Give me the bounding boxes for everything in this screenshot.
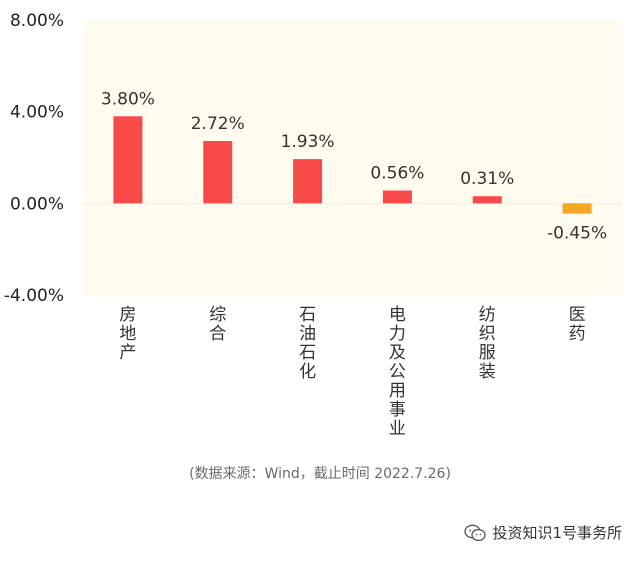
category-label: 石油石化 — [299, 305, 316, 382]
data-labels: 3.80% 2.72% 1.93% 0.56% 0.31% -0.45% — [101, 89, 607, 243]
data-label: 0.31% — [460, 169, 514, 189]
bars — [113, 116, 592, 214]
bar — [113, 116, 143, 204]
data-label: 2.72% — [191, 114, 245, 134]
source-note: (数据来源：Wind，截止时间 2022.7.26) — [189, 466, 451, 482]
bar — [472, 196, 502, 204]
y-tick-label: 0.00% — [10, 194, 64, 214]
y-tick-label: 4.00% — [10, 103, 64, 123]
plot-background — [83, 20, 622, 295]
watermark-text: 投资知识1号事务所 — [492, 524, 622, 542]
bar — [293, 159, 323, 204]
category-label: 电力及公用事业 — [389, 305, 406, 439]
wechat-icon — [464, 524, 487, 541]
category-label: 综合 — [209, 305, 226, 344]
bar — [382, 190, 412, 204]
data-label: 1.93% — [281, 132, 335, 152]
data-label: -0.45% — [547, 224, 607, 244]
data-label: 0.56% — [370, 164, 424, 184]
category-label: 纺织服装 — [479, 305, 496, 382]
watermark: 投资知识1号事务所 — [464, 522, 622, 543]
y-axis-ticks: 8.00% 4.00% 0.00% -4.00% — [4, 11, 64, 306]
category-label: 医药 — [569, 305, 586, 344]
category-label: 房地产 — [119, 305, 136, 363]
y-tick-label: 8.00% — [10, 11, 64, 31]
bar-chart: 8.00% 4.00% 0.00% -4.00% 3.80% 2.72% 1.93% 0.5… — [4, 11, 622, 439]
bar — [203, 141, 233, 204]
bar — [562, 203, 592, 214]
category-labels: 房地产 综合 石油石化 电力及公用事业 纺织服装 医药 — [119, 305, 585, 439]
y-tick-label: -4.00% — [4, 286, 64, 306]
data-label: 3.80% — [101, 89, 155, 109]
